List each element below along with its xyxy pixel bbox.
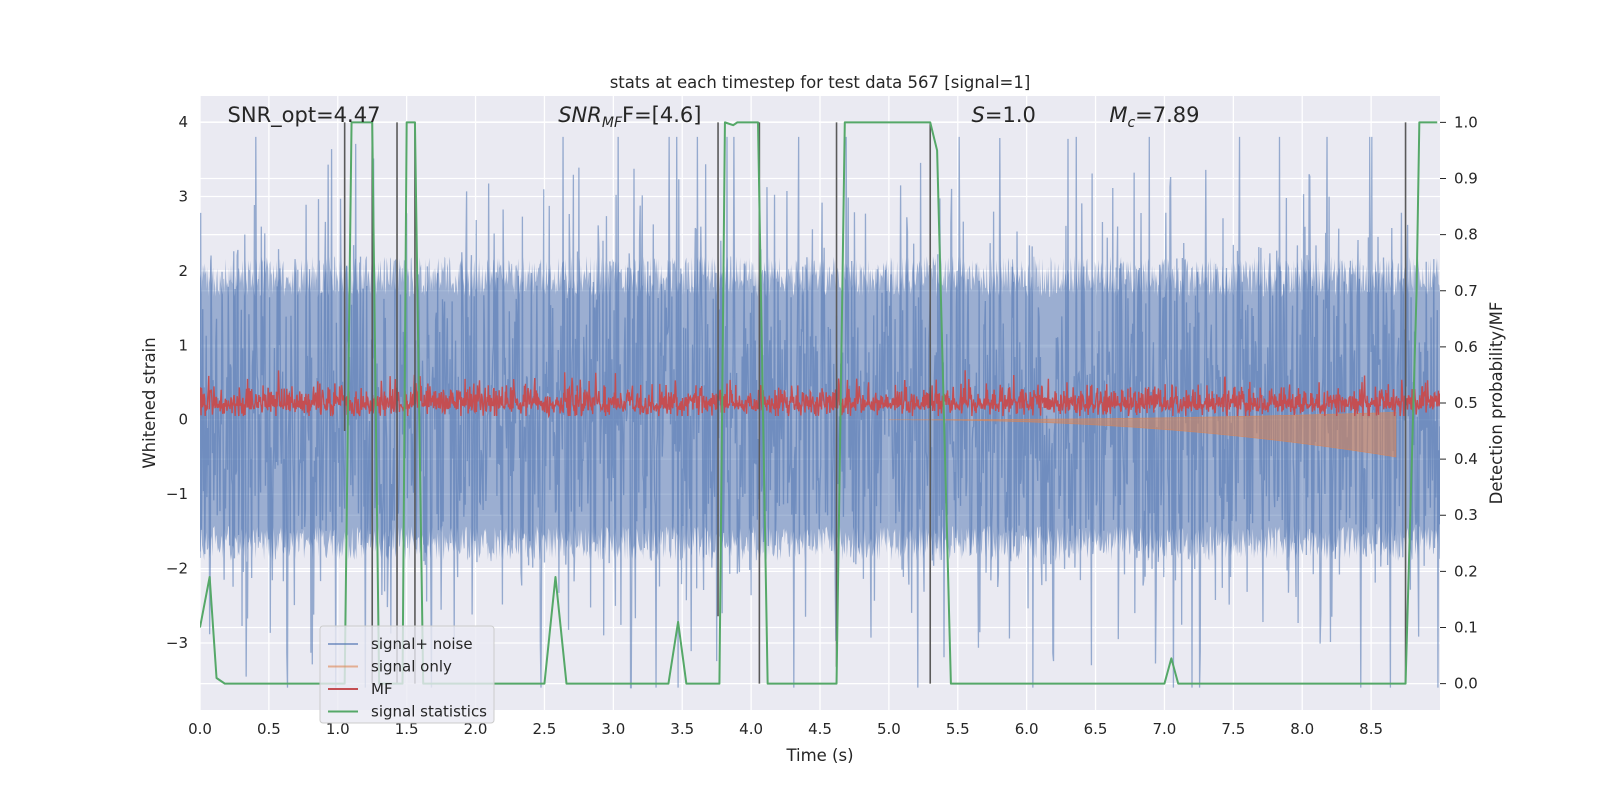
x-tick-label: 4.5 — [808, 720, 832, 738]
y-left-tick-label: 1 — [178, 336, 188, 354]
y-right-tick-label: 1.0 — [1454, 113, 1478, 131]
y-right-tick-label: 0.0 — [1454, 675, 1478, 693]
x-tick-label: 1.0 — [326, 720, 350, 738]
x-axis-label: Time (s) — [785, 746, 853, 765]
y-right-tick-label: 0.1 — [1454, 618, 1478, 636]
y-left-tick-label: −1 — [166, 485, 188, 503]
x-tick-label: 8.0 — [1290, 720, 1314, 738]
x-tick-label: 7.5 — [1221, 720, 1245, 738]
x-tick-label: 8.5 — [1359, 720, 1383, 738]
x-tick-label: 2.5 — [533, 720, 557, 738]
annotation: S=1.0 — [972, 103, 1036, 127]
y-left-tick-label: −3 — [166, 634, 188, 652]
x-tick-label: 6.5 — [1084, 720, 1108, 738]
y-left-tick-labels: 4 3 2 1 0 −1 −2 −3 — [166, 113, 188, 652]
y-right-tick-label: 0.3 — [1454, 506, 1478, 524]
x-tick-label: 0.0 — [188, 720, 212, 738]
y-right-tick-label: 0.4 — [1454, 450, 1478, 468]
y-left-tick-label: 4 — [178, 113, 188, 131]
y-right-tick-label: 0.8 — [1454, 226, 1478, 244]
y-left-tick-label: −2 — [166, 560, 188, 578]
annotation: SNRMFF=[4.6] — [558, 103, 701, 131]
chart-title: stats at each timestep for test data 567… — [610, 73, 1031, 92]
x-tick-label: 7.0 — [1153, 720, 1177, 738]
series-mf — [200, 370, 1440, 419]
y-right-tick-label: 0.9 — [1454, 170, 1478, 188]
series-signal-statistics — [200, 121, 1438, 685]
signal-statistics-layer — [200, 121, 1438, 685]
x-tick-label: 0.5 — [257, 720, 281, 738]
x-tick-label: 2.0 — [464, 720, 488, 738]
annotation: SNR_opt=4.47 — [228, 103, 381, 128]
legend-label: MF — [371, 680, 393, 698]
series-signal-only — [888, 411, 1397, 458]
y-left-tick-label: 0 — [178, 411, 188, 429]
legend-box — [319, 625, 495, 724]
y-right-tick-label: 0.2 — [1454, 562, 1478, 580]
y-right-axis-label: Detection probability/MF — [1487, 302, 1506, 505]
annotations: SNR_opt=4.47 SNRMFF=[4.6] S=1.0 Mc=7.89 — [228, 103, 1200, 131]
y-left-tick-label: 2 — [178, 262, 188, 280]
x-tick-label: 6.0 — [1015, 720, 1039, 738]
annotation: Mc=7.89 — [1109, 103, 1199, 131]
y-left-axis-label: Whitened strain — [140, 337, 159, 468]
x-tick-label: 3.5 — [670, 720, 694, 738]
x-tick-label: 5.0 — [877, 720, 901, 738]
x-tick-labels: 0.0 0.5 1.0 1.5 2.0 2.5 3.0 3.5 4.0 4.5 5.0 5.5 6.0 6… — [188, 720, 1383, 738]
legend-label: signal only — [371, 658, 452, 676]
x-tick-label: 5.5 — [946, 720, 970, 738]
y-right-tick-label: 0.6 — [1454, 338, 1478, 356]
legend: signal+ noise signal only MF signal statist… — [319, 625, 495, 724]
y-left-tick-label: 3 — [178, 187, 188, 205]
x-tick-label: 1.5 — [395, 720, 419, 738]
legend-label: signal statistics — [371, 703, 487, 721]
y-right-tick-label: 0.7 — [1454, 282, 1478, 300]
x-tick-label: 4.0 — [739, 720, 763, 738]
y-right-tick-labels: 1.0 0.9 0.8 0.7 0.6 0.5 0.4 0.3 0.2 0.1 0.0 — [1440, 113, 1478, 693]
legend-label: signal+ noise — [371, 635, 473, 653]
x-tick-label: 3.0 — [601, 720, 625, 738]
y-right-tick-label: 0.5 — [1454, 394, 1478, 412]
